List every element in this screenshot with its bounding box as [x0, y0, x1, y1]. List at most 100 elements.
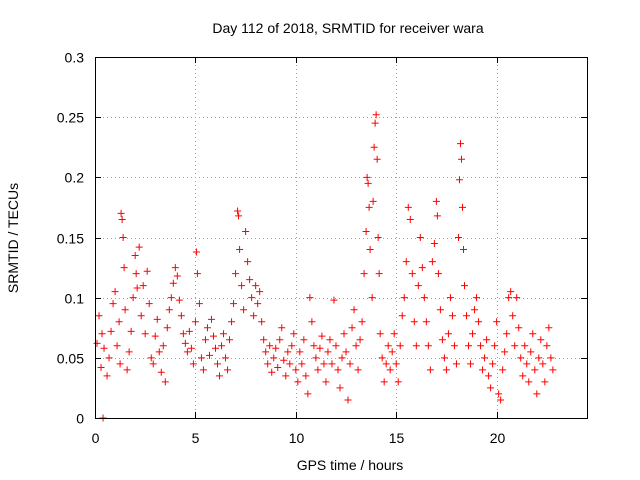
data-point	[120, 264, 128, 272]
data-point	[410, 318, 418, 326]
data-point	[475, 318, 483, 326]
data-point	[446, 294, 454, 302]
data-point	[402, 258, 410, 266]
data-point	[418, 264, 426, 272]
data-point	[340, 330, 348, 338]
data-point	[354, 366, 362, 374]
data-point	[185, 327, 193, 335]
data-point	[207, 315, 215, 323]
data-point	[322, 378, 330, 386]
data-point	[527, 348, 535, 356]
data-point	[235, 212, 243, 220]
data-point	[382, 360, 390, 368]
data-point	[183, 348, 191, 356]
data-point	[330, 296, 338, 304]
data-point	[392, 360, 400, 368]
data-point	[192, 248, 200, 256]
data-point	[420, 294, 428, 302]
data-point	[539, 360, 547, 368]
x-tick-label: 5	[192, 430, 200, 446]
data-point	[274, 363, 282, 371]
data-point	[450, 342, 458, 350]
data-point	[135, 243, 143, 251]
data-point	[398, 312, 406, 320]
data-point	[171, 264, 179, 272]
data-point	[151, 332, 159, 340]
data-point	[332, 342, 340, 350]
data-point	[471, 306, 479, 314]
data-point	[147, 354, 155, 362]
data-point	[373, 155, 381, 163]
y-tick-label: 0.3	[65, 50, 85, 66]
data-point	[232, 270, 240, 278]
data-point	[264, 360, 272, 368]
data-point	[211, 344, 219, 352]
data-point	[412, 342, 420, 350]
data-points-layer	[93, 111, 557, 422]
data-point	[103, 372, 111, 380]
data-point	[396, 342, 404, 350]
data-point	[469, 330, 477, 338]
data-point	[456, 140, 464, 148]
data-point	[328, 360, 336, 368]
y-tick-label: 0.2	[65, 170, 85, 186]
data-point	[240, 306, 248, 314]
data-point	[461, 282, 469, 290]
data-point	[314, 366, 322, 374]
chart-title: Day 112 of 2018, SRMTID for receiver war…	[212, 20, 484, 36]
data-point	[165, 306, 173, 314]
data-point	[177, 312, 185, 320]
data-point	[372, 111, 380, 119]
data-point	[459, 246, 467, 254]
data-point	[242, 227, 250, 235]
data-point	[131, 252, 139, 260]
data-point	[187, 344, 195, 352]
data-point	[189, 360, 197, 368]
data-point	[220, 330, 228, 338]
data-point	[433, 212, 441, 220]
data-point	[543, 342, 551, 350]
data-point	[390, 330, 398, 338]
data-point	[109, 300, 117, 308]
data-point	[489, 360, 497, 368]
data-point	[495, 390, 503, 398]
data-point	[364, 179, 372, 187]
data-point	[362, 227, 370, 235]
data-point	[292, 366, 300, 374]
data-point	[358, 318, 366, 326]
data-point	[348, 324, 356, 332]
data-point	[444, 330, 452, 338]
data-point	[123, 366, 131, 374]
data-point	[132, 270, 140, 278]
data-point	[547, 354, 555, 362]
data-point	[272, 344, 280, 352]
data-point	[197, 354, 205, 362]
data-point	[181, 339, 189, 347]
data-point	[521, 342, 529, 350]
data-point	[533, 390, 541, 398]
data-point	[499, 366, 507, 374]
y-axis-label: SRMTID / TECUs	[5, 183, 21, 293]
data-point	[545, 324, 553, 332]
data-point	[119, 234, 127, 241]
data-point	[505, 294, 513, 302]
data-point	[386, 366, 394, 374]
data-point	[438, 336, 446, 344]
data-point	[422, 318, 430, 326]
data-point	[205, 351, 213, 359]
data-point	[276, 336, 284, 344]
data-point	[511, 342, 519, 350]
data-point	[463, 312, 471, 320]
y-tick-label: 0.05	[57, 351, 84, 367]
data-point	[428, 258, 436, 266]
data-point	[485, 372, 493, 380]
data-point	[137, 312, 145, 320]
data-point	[115, 318, 123, 326]
y-tick-label: 0	[76, 411, 84, 427]
ticks-layer: 0 0.05 0.1 0.15 0.2 0.25 0.3 0 5 10 15 20	[57, 50, 587, 446]
data-point	[360, 270, 368, 278]
data-point	[250, 312, 258, 320]
data-point	[477, 342, 485, 350]
